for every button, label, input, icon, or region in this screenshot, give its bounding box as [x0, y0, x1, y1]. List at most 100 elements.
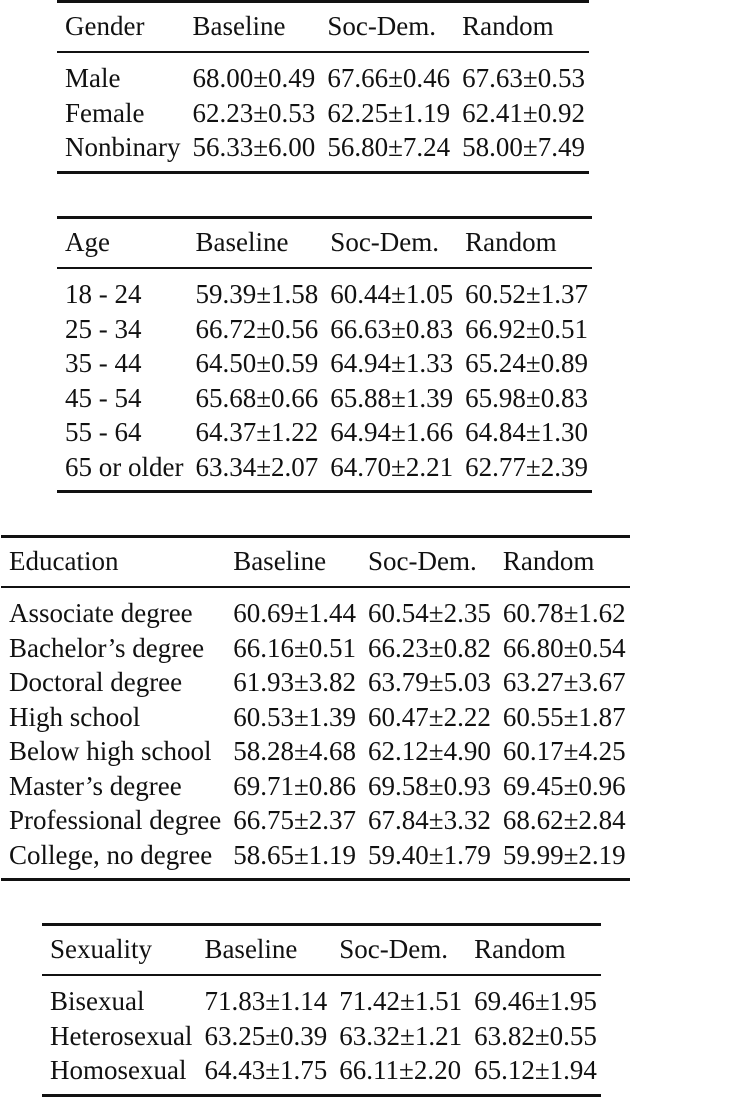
row-label: 55 - 64 [65, 417, 142, 447]
table-cell: 60.52±1.37 [465, 279, 588, 309]
table-cell: 62.41±0.92 [462, 97, 585, 128]
table-row: 25 - 34 66.72±0.56 66.63±0.83 66.92±0.51 [57, 312, 592, 347]
row-label: Heterosexual [50, 1020, 193, 1051]
sexuality-column-header-1: Baseline [204, 934, 298, 964]
table-row: College, no degree 58.65±1.19 59.40±1.79 59… [1, 838, 630, 880]
table-row: Homosexual 64.43±1.75 66.11±2.20 65.12±1.94 [42, 1053, 601, 1095]
table-cell: 61.93±3.82 [233, 667, 357, 697]
table-row: 65 or older 63.34±2.07 64.70±2.21 62.77±2.3… [57, 450, 592, 492]
table-row: 55 - 64 64.37±1.22 64.94±1.66 64.84±1.30 [57, 415, 592, 450]
table-row: Nonbinary 56.33±6.00 56.80±7.24 58.00±7.49 [57, 130, 589, 172]
row-label: Male [65, 63, 121, 93]
row-label: 25 - 34 [65, 313, 142, 344]
table-cell: 60.17±4.25 [502, 736, 626, 766]
table-cell: 59.40±1.79 [368, 839, 491, 870]
table-cell: 71.42±1.51 [339, 986, 463, 1016]
row-label: 65 or older [65, 451, 184, 482]
table-cell: 66.16±0.51 [233, 632, 357, 663]
table-cell: 69.71±0.86 [233, 770, 357, 801]
row-label: Homosexual [50, 1055, 187, 1085]
gender-column-header-1: Baseline [192, 11, 286, 41]
row-label: Master’s degree [9, 770, 182, 801]
table-cell: 63.82±0.55 [474, 1020, 597, 1051]
table-cell: 65.12±1.94 [474, 1055, 597, 1085]
table-cell: 63.32±1.21 [339, 1020, 463, 1051]
row-label: Below high school [9, 736, 212, 766]
table-cell: 69.58±0.93 [368, 770, 491, 801]
table-cell: 67.63±0.53 [462, 63, 585, 93]
table-cell: 64.50±0.59 [195, 348, 319, 378]
table-cell: 58.28±4.68 [233, 736, 357, 766]
row-label: College, no degree [9, 839, 213, 870]
table-row: Master’s degree 69.71±0.86 69.58±0.93 69.45… [1, 769, 630, 804]
table-cell: 67.66±0.46 [327, 63, 451, 93]
table-cell: 63.79±5.03 [368, 667, 491, 697]
table-cell: 64.84±1.30 [465, 417, 588, 447]
table-cell: 60.53±1.39 [233, 701, 357, 732]
table-row: Heterosexual 63.25±0.39 63.32±1.21 63.82±0.… [42, 1019, 601, 1054]
table-cell: 64.37±1.22 [195, 417, 319, 447]
row-label: Female [65, 97, 145, 128]
table-cell: 63.34±2.07 [195, 451, 319, 482]
education-column-header-1: Baseline [233, 546, 327, 576]
table-cell: 62.23±0.53 [192, 97, 316, 128]
gender-column-header-2: Soc-Dem. [327, 11, 437, 41]
table-cell: 66.23±0.82 [368, 632, 491, 663]
table-row: Below high school 58.28±4.68 62.12±4.90 60.… [1, 734, 630, 769]
table-row: 35 - 44 64.50±0.59 64.94±1.33 65.24±0.89 [57, 346, 592, 381]
table-cell: 65.68±0.66 [195, 382, 319, 413]
age-column-header-1: Baseline [195, 227, 289, 257]
sexuality-column-header-3: Random [474, 934, 566, 964]
table-cell: 69.45±0.96 [502, 770, 626, 801]
age-column-header-category: Age [65, 227, 110, 257]
table-cell: 58.65±1.19 [233, 839, 357, 870]
table-row: Bisexual 71.83±1.14 71.42±1.51 69.46±1.95 [42, 975, 601, 1019]
table-cell: 68.62±2.84 [502, 805, 626, 835]
row-label: Bisexual [50, 986, 145, 1016]
table-cell: 56.33±6.00 [192, 132, 316, 162]
table-cell: 62.12±4.90 [368, 736, 491, 766]
sexuality-table: Sexuality Baseline Soc-Dem. Random Bisexual 7… [42, 923, 601, 1097]
row-label: Nonbinary [65, 132, 181, 162]
table-row: Female 62.23±0.53 62.25±1.19 62.41±0.92 [57, 96, 589, 131]
row-label: Doctoral degree [9, 667, 183, 697]
table-cell: 60.44±1.05 [330, 279, 454, 309]
age-header-row: Age Baseline Soc-Dem. Random [57, 218, 592, 269]
table-cell: 66.80±0.54 [502, 632, 626, 663]
table-row: High school 60.53±1.39 60.47±2.22 60.55±1.8… [1, 700, 630, 735]
gender-column-header-category: Gender [65, 11, 145, 41]
table-cell: 62.25±1.19 [327, 97, 451, 128]
table-cell: 63.27±3.67 [502, 667, 626, 697]
education-column-header-category: Education [9, 546, 119, 576]
education-column-header-3: Random [502, 546, 595, 576]
gender-header-row: Gender Baseline Soc-Dem. Random [57, 2, 589, 53]
table-cell: 60.55±1.87 [502, 701, 626, 732]
age-column-header-2: Soc-Dem. [330, 227, 440, 257]
row-label: 18 - 24 [65, 279, 142, 309]
table-row: 18 - 24 59.39±1.58 60.44±1.05 60.52±1.37 [57, 268, 592, 312]
table-cell: 66.11±2.20 [339, 1055, 462, 1085]
table-cell: 65.88±1.39 [330, 382, 454, 413]
table-cell: 64.70±2.21 [330, 451, 454, 482]
row-label: High school [9, 701, 141, 732]
table-cell: 68.00±0.49 [192, 63, 316, 93]
table-cell: 60.78±1.62 [502, 598, 626, 628]
sexuality-column-header-category: Sexuality [50, 934, 152, 964]
education-column-header-2: Soc-Dem. [368, 546, 477, 576]
table-cell: 58.00±7.49 [462, 132, 585, 162]
table-cell: 60.54±2.35 [368, 598, 491, 628]
table-cell: 60.69±1.44 [233, 598, 357, 628]
row-label: 45 - 54 [65, 382, 142, 413]
gender-table: Gender Baseline Soc-Dem. Random Male 68.00±0.… [57, 0, 589, 174]
education-header-row: Education Baseline Soc-Dem. Random [1, 537, 630, 588]
row-label: Associate degree [9, 598, 193, 628]
table-cell: 66.92±0.51 [465, 313, 588, 344]
table-cell: 65.24±0.89 [465, 348, 588, 378]
table-cell: 63.25±0.39 [204, 1020, 328, 1051]
table-cell: 62.77±2.39 [465, 451, 588, 482]
table-cell: 65.98±0.83 [465, 382, 588, 413]
table-cell: 67.84±3.32 [368, 805, 491, 835]
table-cell: 71.83±1.14 [204, 986, 328, 1016]
table-cell: 64.43±1.75 [204, 1055, 328, 1085]
education-table: Education Baseline Soc-Dem. Random Associate… [1, 535, 630, 881]
